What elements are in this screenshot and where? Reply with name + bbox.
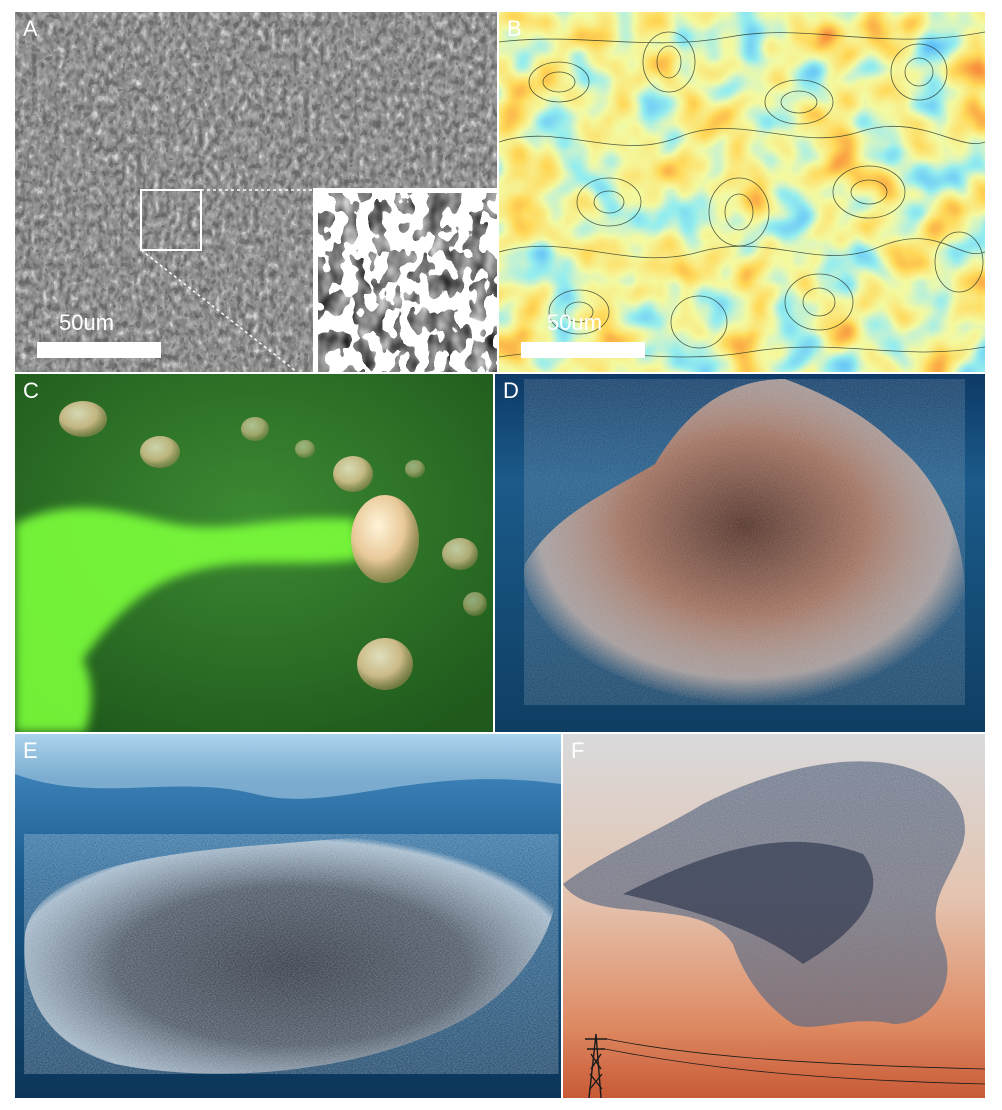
panel-a: A 50um bbox=[15, 12, 497, 372]
panel-c: C bbox=[15, 374, 493, 732]
scale-bar-a bbox=[37, 342, 161, 358]
power-pylon-icon bbox=[585, 1033, 985, 1098]
panel-e: E bbox=[15, 734, 561, 1098]
scale-bar-b bbox=[521, 342, 645, 358]
panel-label-c: C bbox=[23, 378, 39, 403]
panel-label-e: E bbox=[23, 738, 38, 763]
fish-school-photo bbox=[15, 734, 561, 1098]
panel-d: D bbox=[495, 374, 985, 732]
vorticity-map bbox=[499, 12, 985, 372]
panel-label-f: F bbox=[571, 738, 585, 763]
scale-bar-label-b: 50um bbox=[547, 310, 603, 335]
panel-label-a: A bbox=[23, 16, 38, 41]
panel-b: B 50um bbox=[499, 12, 985, 372]
panel-label-d: D bbox=[503, 378, 519, 403]
panel-f: F bbox=[563, 734, 985, 1098]
panel-label-b: B bbox=[507, 16, 522, 41]
jellyfish-group bbox=[59, 401, 487, 690]
jellyfish-photo bbox=[15, 374, 493, 732]
microscopy-image bbox=[15, 12, 497, 372]
scale-bar-label-a: 50um bbox=[59, 310, 115, 335]
swarm-photo bbox=[495, 374, 985, 732]
murmuration-photo bbox=[563, 734, 985, 1098]
zoom-selection-box bbox=[140, 189, 202, 251]
